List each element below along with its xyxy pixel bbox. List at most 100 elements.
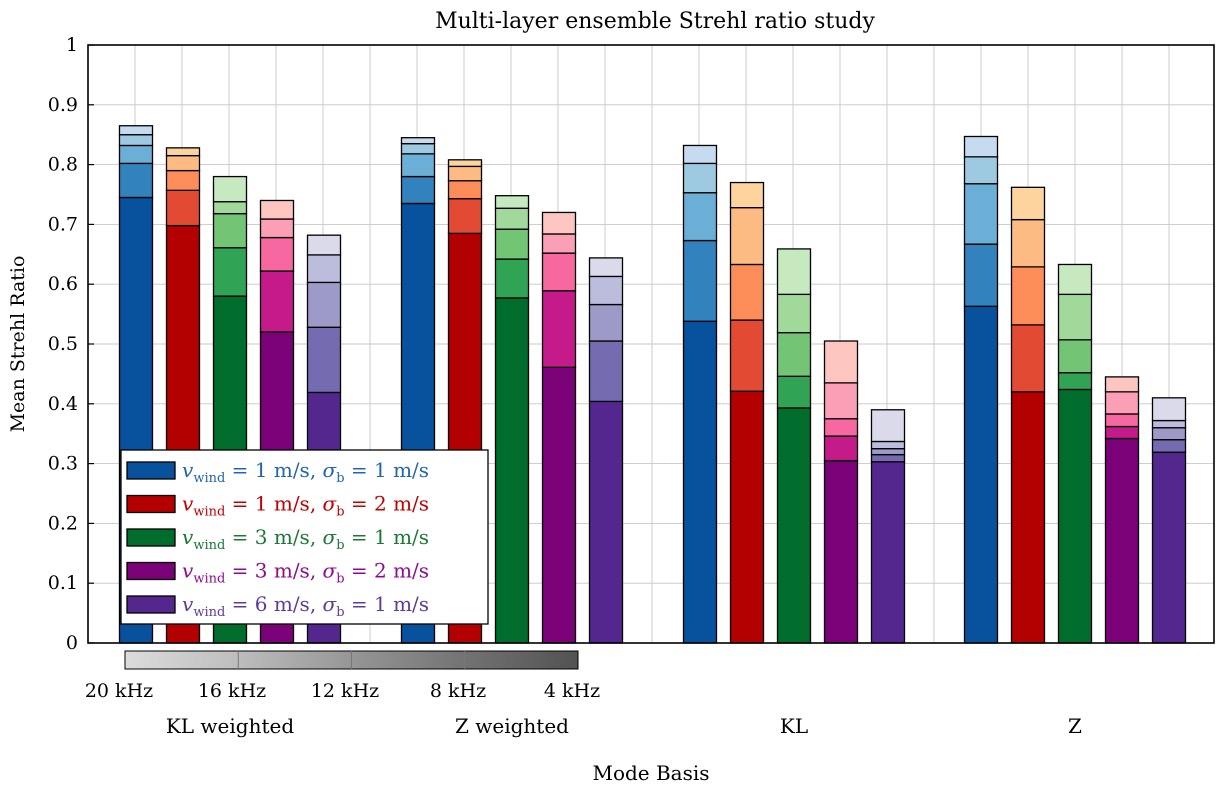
bar-segment [541,290,577,368]
chart-title: Multi-layer ensemble Strehl ratio study [435,9,875,34]
legend-entry: vwind = 3 m/s, σb = 2 m/s [182,559,429,587]
legend: vwind = 1 m/s, σb = 1 m/s vwind = 1 m/s, … [120,449,489,625]
bar-segment [682,320,718,644]
y-tick-label: 0.1 [48,572,78,594]
bar-segment [165,169,201,191]
bar-segment [1104,391,1140,415]
bar-segment [823,418,859,437]
bar-segment [1010,324,1046,393]
bar-segment [118,162,154,199]
bar-segment [588,303,624,342]
y-tick-label: 0.8 [48,154,78,176]
legend-entry: vwind = 1 m/s, σb = 1 m/s [182,458,429,486]
bar-segment [963,305,999,644]
bar-segment [165,147,201,157]
legend-entry: vwind = 3 m/s, σb = 1 m/s [182,525,429,553]
legend-swatch [126,528,176,547]
bar-segment [870,461,906,644]
legend-box [120,449,489,625]
bar-segment [259,199,295,220]
bar-segment [541,252,577,292]
legend-swatch [126,494,176,514]
y-tick-label: 0.2 [48,512,78,534]
colorbar-label: 16 kHz [198,680,266,702]
bar-segment [963,243,999,307]
bar-segment [1151,439,1187,453]
bar-segment [1057,293,1093,341]
bar-segment [1151,427,1187,441]
y-tick-label: 0.6 [48,273,78,295]
bar-segment [776,248,812,296]
bar-segment [823,459,859,644]
bar-segment [494,207,530,230]
bar-segment [729,319,765,392]
bar-segment [447,159,483,168]
bar-segment [1010,391,1046,644]
y-axis-ticks: 0 0.1 0.2 0.3 0.4 0.5 0.6 0.7 0.8 0.9 1 [48,34,94,654]
bar-segment [118,134,154,147]
category-labels: KL weighted Z weighted KL Z [166,714,1082,738]
bar-segment [1010,218,1046,268]
bar-segment [682,144,718,165]
bar-segment [1151,451,1187,644]
category-label: Z weighted [455,714,569,738]
bar-segment [682,162,718,194]
y-tick-label: 0.4 [48,393,78,415]
bar-segment [1010,186,1046,221]
bar-segment [682,239,718,322]
bar-segment [823,382,859,420]
bar-segment [729,263,765,321]
bar-segment [870,409,906,443]
bar-segment [1057,372,1093,391]
bar-segment [823,340,859,384]
bar-segment [541,211,577,235]
bar-segment [1057,263,1093,296]
bar-segment [400,137,436,145]
bar-segment [729,181,765,209]
category-label: Z [1068,714,1082,738]
bar-segment [963,135,999,158]
bar-segment [212,212,248,249]
y-tick-label: 1 [66,34,78,56]
bar-segment [259,270,295,333]
bar-segment [729,390,765,644]
bar-segment [1104,413,1140,428]
bar-segment [682,192,718,242]
bar-segment [494,297,530,644]
bar-segment [1151,397,1187,422]
colorbar-label: 20 kHz [85,680,153,702]
bar-segment [823,435,859,462]
bar-segment [776,293,812,334]
bar-segment [963,183,999,245]
bar-segment [212,175,248,203]
x-axis-label: Mode Basis [592,761,709,785]
bar-segment [1104,437,1140,644]
bar-segment [1151,419,1187,429]
bar-segment [400,175,436,205]
bar-segment [494,228,530,260]
legend-entry: vwind = 1 m/s, σb = 2 m/s [182,492,429,520]
bar-segment [776,375,812,409]
y-tick-label: 0.3 [48,453,78,475]
bar-segment [776,331,812,377]
bar-segment [306,254,342,284]
bar-segment [870,447,906,456]
legend-swatch [126,461,176,480]
bar-segment [494,258,530,299]
bar-segment [1104,376,1140,393]
colorbar-label: 4 kHz [544,680,600,702]
y-tick-label: 0.5 [48,333,78,355]
colorbar-label: 8 kHz [430,680,486,702]
bar-segment [306,281,342,328]
bar-segment [1057,388,1093,644]
bar-segment [400,153,436,178]
bar-segment [1057,339,1093,374]
legend-swatch [126,561,176,581]
bar-segment [541,366,577,644]
bar-segment [870,440,906,450]
bar-segment [165,154,201,172]
y-tick-label: 0 [66,632,78,654]
bar-segment [212,247,248,297]
bar-segment [588,400,624,644]
